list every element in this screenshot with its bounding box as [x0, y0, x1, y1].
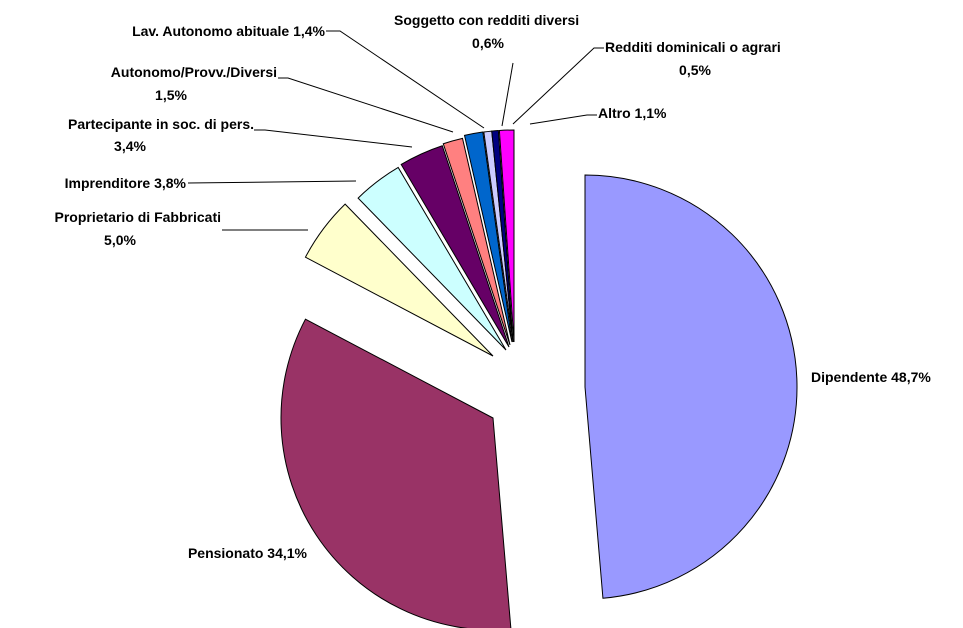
slice-label-pct-5: 1,5%: [155, 87, 187, 103]
leader-line-9: [529, 114, 597, 125]
leader-line-8: [512, 47, 604, 125]
pie-slice-4: [400, 145, 510, 348]
pie-slice-3: [357, 166, 507, 351]
slice-label-2: Proprietario di Fabbricati: [55, 209, 221, 225]
pie-slice-1: [280, 318, 512, 628]
slice-label-3: Imprenditore 3,8%: [65, 175, 187, 191]
slices-layer: [280, 129, 798, 628]
leader-line-7: [501, 62, 514, 127]
slice-label-6: Lav. Autonomo abituale 1,4%: [132, 23, 325, 39]
slice-label-0: Dipendente 48,7%: [811, 369, 931, 385]
slice-label-4: Partecipante in soc. di pers.: [68, 116, 254, 132]
slice-label-8: Redditi dominicali o agrari: [605, 39, 781, 55]
leader-line-4: [254, 129, 413, 148]
pie-slice-2: [304, 203, 494, 357]
pie-slice-0: [584, 174, 798, 599]
slice-label-9: Altro 1,1%: [598, 105, 667, 121]
pie-slice-8: [491, 129, 514, 343]
slice-label-pct-4: 3,4%: [114, 138, 146, 154]
leader-line-6: [326, 30, 485, 129]
slice-label-1: Pensionato 34,1%: [188, 545, 308, 561]
labels-layer: Dipendente 48,7% Pensionato 34,1% Propriet…: [55, 12, 932, 561]
leader-line-5: [278, 77, 454, 133]
leader-lines-layer: [187, 30, 604, 231]
pie-slice-9: [498, 129, 515, 343]
slice-label-pct-2: 5,0%: [104, 232, 136, 248]
slice-label-5: Autonomo/Provv./Diversi: [111, 64, 277, 80]
slice-label-7: Soggetto con redditi diversi: [394, 12, 579, 28]
slice-label-pct-7: 0,6%: [472, 35, 504, 51]
pie-slice-5: [442, 137, 511, 346]
leader-line-3: [187, 180, 357, 184]
slice-label-pct-8: 0,5%: [679, 62, 711, 78]
pie-slice-6: [463, 131, 513, 343]
